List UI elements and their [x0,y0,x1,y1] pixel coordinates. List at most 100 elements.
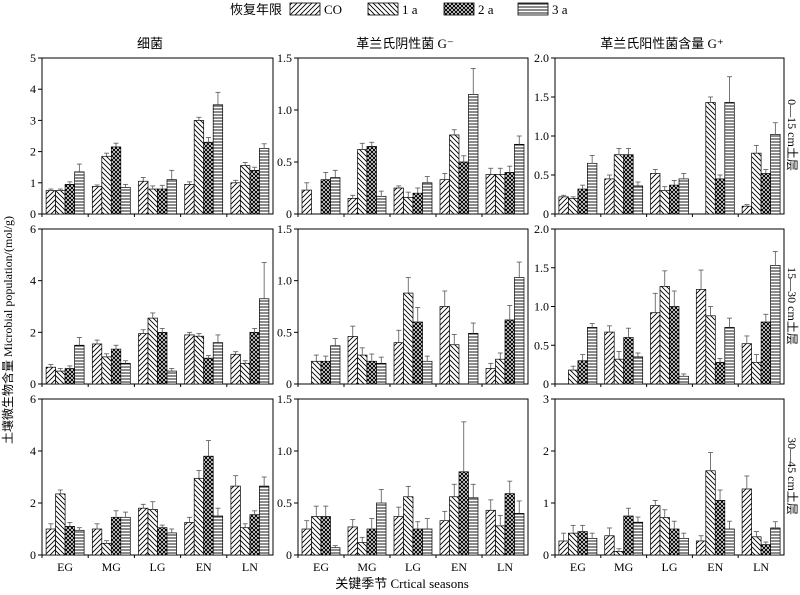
bar-eg-s3 [587,538,598,556]
bar-eg-s2 [577,188,588,215]
bar-ln-s1 [240,165,251,215]
bar-eg-s3 [330,345,341,385]
bar-lg-s0 [650,505,661,556]
y-tick-label: 1.5 [277,392,292,406]
bar-eg-s0 [558,540,569,556]
bar-lg-s1 [659,517,670,556]
bar-mg-s2 [110,146,122,215]
x-tick-label-lg: LG [150,560,166,574]
y-tick-label: 0.5 [534,338,549,352]
legend-label-co: CO [324,2,342,17]
bar-eg-s1 [311,516,322,556]
y-tick-label: 0 [30,377,36,391]
bar-mg-s0 [91,528,103,556]
bar-ln-s1 [240,362,251,385]
bar-mg-s1 [357,149,368,215]
bar-lg-s1 [147,188,158,215]
bar-mg-s0 [347,526,358,556]
y-tick-label: 1.0 [534,129,549,143]
bar-ln-s2 [249,331,260,385]
bar-lg-s1 [147,509,158,556]
column-title-bacteria: 细菌 [137,36,163,51]
bar-mg-s0 [347,336,358,385]
bar-en-s2 [203,455,214,556]
y-tick-label: 2 [543,444,549,458]
bar-mg-s2 [110,516,122,556]
x-tick-label-eg: EG [313,560,329,574]
panel-r0-c1: 0 0.5 1.0 1.5 [277,51,529,221]
bar-en-s2 [714,178,726,215]
bar-en-s3 [468,497,479,556]
bar-mg-s0 [604,178,615,215]
bar-mg-s1 [357,542,368,556]
bar-lg-s0 [393,516,404,556]
bar-en-s0 [695,540,707,556]
y-tick-label: 2.0 [534,51,549,65]
bar-en-s3 [468,94,479,215]
bar-eg-s1 [55,493,66,556]
y-tick-label: 1.5 [277,51,292,65]
panel-r1-c1: 0 0.5 1.0 1.5 [277,222,529,391]
bar-en-s3 [212,342,224,385]
bar-ln-s2 [249,514,260,556]
bar-ln-s2 [504,319,515,385]
bar-en-s0 [439,306,450,385]
bar-lg-s2 [669,184,680,215]
bar-eg-s1 [568,532,579,556]
bar-ln-s3 [514,143,525,215]
bar-en-s3 [724,528,735,556]
bar-lg-s2 [157,331,168,385]
x-tick-label-en: EN [196,560,212,574]
bar-en-s3 [724,327,735,385]
bar-mg-s3 [120,362,131,385]
x-tick-label-ln: LN [497,560,513,574]
y-tick-label: 6 [30,222,36,236]
bar-ln-s2 [760,321,771,385]
bar-en-s1 [449,134,460,215]
bar-eg-s2 [64,184,75,215]
bar-mg-s0 [604,331,615,385]
x-tick-label-eg: EG [57,560,73,574]
bar-eg-s3 [587,327,598,385]
bar-lg-s3 [422,528,433,556]
legend-label-3a: 3 a [552,2,568,17]
bar-en-s1 [193,477,205,556]
x-tick-label-mg: MG [614,560,634,574]
y-tick-label: 0.5 [277,155,292,169]
bar-en-s0 [184,334,195,385]
y-tick-label: 0 [30,207,36,221]
bar-en-s3 [212,104,224,215]
bar-lg-s2 [157,527,168,556]
y-tick-label: 3 [30,113,36,127]
bar-mg-s1 [613,551,625,556]
bar-lg-s3 [422,360,433,385]
panel-r1-c2: 0 0.5 1.0 1.5 2.0 [534,222,785,391]
bar-lg-s3 [678,375,689,385]
bar-ln-s2 [504,493,515,556]
bar-ln-s2 [760,544,771,556]
row-label-0-15cm: 0—15 cm土层 [785,99,799,171]
bar-mg-s2 [366,146,377,215]
legend-swatch-2a [443,2,475,16]
bar-mg-s2 [623,154,634,215]
bar-eg-s0 [45,190,56,215]
column-title-gram-positive: 革兰氏阳性菌含量 G⁺ [600,36,724,51]
x-tick-label-ln: LN [242,560,258,574]
bar-ln-s0 [741,343,752,385]
bar-mg-s3 [376,362,387,385]
bar-mg-s2 [110,348,122,385]
bar-mg-s3 [120,516,131,556]
bar-lg-s2 [157,188,168,215]
bar-lg-s1 [403,496,414,556]
y-tick-label: 6 [30,392,36,406]
bar-en-s1 [193,335,205,385]
y-tick-label: 0 [286,377,292,391]
x-axis-title: 关键季节 Crtical seasons [335,576,469,591]
bar-en-s1 [449,344,460,385]
bar-en-s1 [449,496,460,556]
bar-eg-s1 [55,370,66,385]
panel-r1-c0: 0 2 4 6 [30,222,274,391]
bar-eg-s1 [568,198,579,215]
bar-eg-s2 [64,526,75,556]
y-tick-label: 2 [30,145,36,159]
